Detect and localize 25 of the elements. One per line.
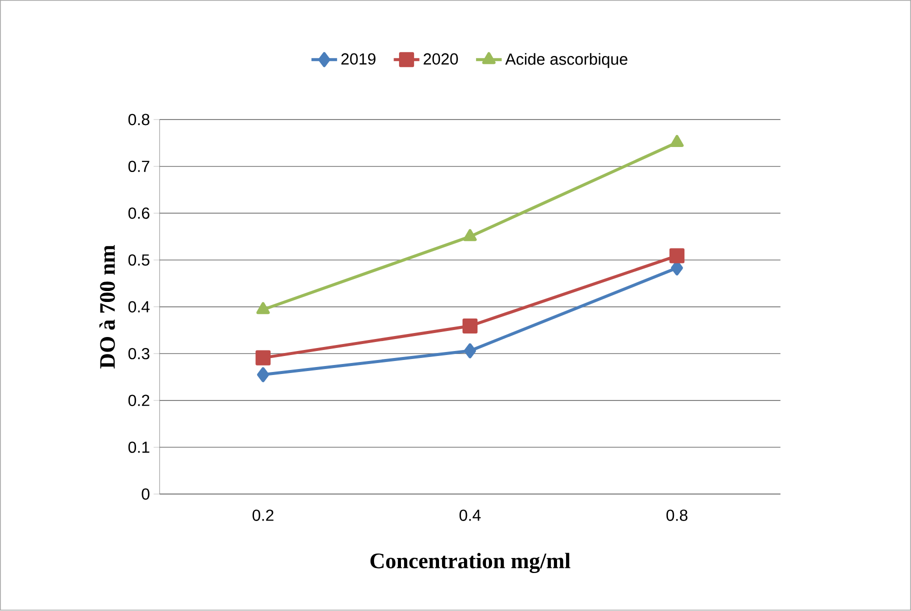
x-axis-title: Concentration mg/ml bbox=[370, 553, 570, 574]
y-tick-label: 0.7 bbox=[128, 160, 150, 172]
y-tick-label: 0.4 bbox=[128, 301, 150, 313]
y-tick-label: 0.2 bbox=[128, 394, 150, 406]
y-tick-label: 0.6 bbox=[128, 208, 150, 220]
y-tick-label: 0.1 bbox=[128, 442, 150, 454]
legend-label: 2019 bbox=[341, 53, 376, 65]
x-tick-label: 0.8 bbox=[666, 510, 688, 522]
point bbox=[256, 350, 271, 366]
point bbox=[464, 343, 476, 359]
y-axis-title: DO à 700 nm bbox=[99, 245, 115, 369]
x-tick-label: 0.2 bbox=[252, 510, 274, 522]
y-tick-label: 0.5 bbox=[128, 254, 150, 266]
legend-label: Acide ascorbique bbox=[505, 53, 628, 68]
y-tick-label: 0 bbox=[142, 488, 150, 500]
point bbox=[669, 248, 684, 264]
point bbox=[463, 229, 477, 242]
point bbox=[257, 367, 270, 382]
point bbox=[256, 302, 270, 314]
legend-label: 2020 bbox=[424, 53, 458, 65]
y-tick-label: 0.8 bbox=[128, 114, 150, 126]
point bbox=[462, 318, 478, 334]
y-tick-label: 0.3 bbox=[128, 348, 150, 360]
x-tick-label: 0.4 bbox=[460, 510, 481, 522]
point bbox=[670, 135, 684, 148]
